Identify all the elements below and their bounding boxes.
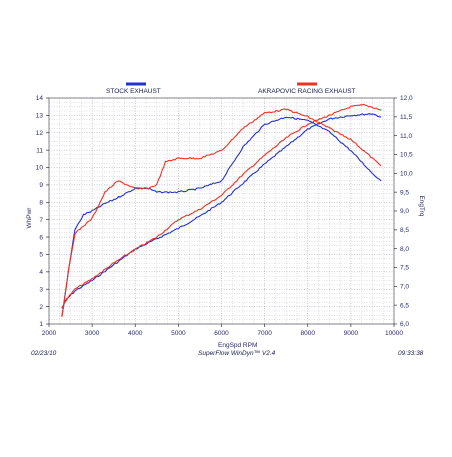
series-line-torque-stock xyxy=(61,116,382,317)
x-tick-label: 7000 xyxy=(257,330,272,337)
footer-software: SuperFlow WinDyn™ V2.4 xyxy=(198,350,276,357)
y-left-tick-label: 13 xyxy=(36,113,44,120)
series-line-power-akrapovic xyxy=(61,103,382,308)
y-right-tick-label: 7,5 xyxy=(400,265,409,272)
x-tick-label: 8000 xyxy=(301,330,316,337)
x-tick-label: 10000 xyxy=(385,330,403,337)
y-left-tick-label: 11 xyxy=(36,147,43,154)
y-right-tick-label: 9,0 xyxy=(400,208,409,215)
y-left-tick-label: 8 xyxy=(39,200,43,207)
series-line-power-stock xyxy=(61,113,382,309)
y-right-tick-label: 11,5 xyxy=(400,114,413,121)
y-left-tick-label: 1 xyxy=(39,321,43,328)
y-right-axis-label: EngTrq xyxy=(418,195,425,216)
x-axis-label: EngSpd RPM xyxy=(218,342,257,349)
y-left-tick-label: 7 xyxy=(39,217,43,224)
legend: STOCK EXHAUST AKRAPOVIC RACING EXHAUST xyxy=(106,82,356,95)
y-right-tick-label: 12,0 xyxy=(400,95,413,102)
legend-label-stock: STOCK EXHAUST xyxy=(106,88,161,95)
axes-layer: 2000 3000 4000 5000 6000 7000 8000 9000 10000123… xyxy=(36,95,413,337)
y-right-tick-label: 7,0 xyxy=(400,284,409,291)
y-right-tick-label: 9,5 xyxy=(400,189,409,196)
series-layer xyxy=(61,103,382,318)
y-right-tick-label: 11,0 xyxy=(400,133,413,140)
x-tick-label: 5000 xyxy=(171,330,186,337)
x-tick-label: 3000 xyxy=(85,330,100,337)
y-right-tick-label: 10,5 xyxy=(400,152,413,159)
y-left-tick-label: 14 xyxy=(36,95,44,102)
x-tick-label: 9000 xyxy=(344,330,359,337)
y-left-tick-label: 9 xyxy=(39,182,43,189)
y-left-tick-label: 12 xyxy=(36,130,44,137)
y-right-tick-label: 6,0 xyxy=(400,321,409,328)
y-right-tick-label: 6,5 xyxy=(400,302,409,309)
y-left-tick-label: 6 xyxy=(39,234,43,241)
y-left-tick-label: 4 xyxy=(39,269,43,276)
y-right-tick-label: 8,0 xyxy=(400,246,409,253)
x-tick-label: 6000 xyxy=(214,330,229,337)
footer-time: 09:33:38 xyxy=(398,350,424,357)
y-left-axis-label: WhPwr xyxy=(26,207,33,229)
y-left-tick-label: 5 xyxy=(39,252,43,259)
footer-date: 02/23/10 xyxy=(31,350,57,357)
legend-label-akrapovic: AKRAPOVIC RACING EXHAUST xyxy=(258,88,356,95)
y-left-tick-label: 10 xyxy=(36,165,44,172)
series-line-torque-akrapovic xyxy=(61,108,382,318)
grid-layer xyxy=(48,97,395,325)
y-left-tick-label: 3 xyxy=(39,286,43,293)
x-tick-label: 2000 xyxy=(42,330,57,337)
x-tick-label: 4000 xyxy=(128,330,143,337)
y-right-tick-label: 8,5 xyxy=(400,227,409,234)
y-right-tick-label: 10,0 xyxy=(400,171,413,178)
y-left-tick-label: 2 xyxy=(39,304,43,311)
